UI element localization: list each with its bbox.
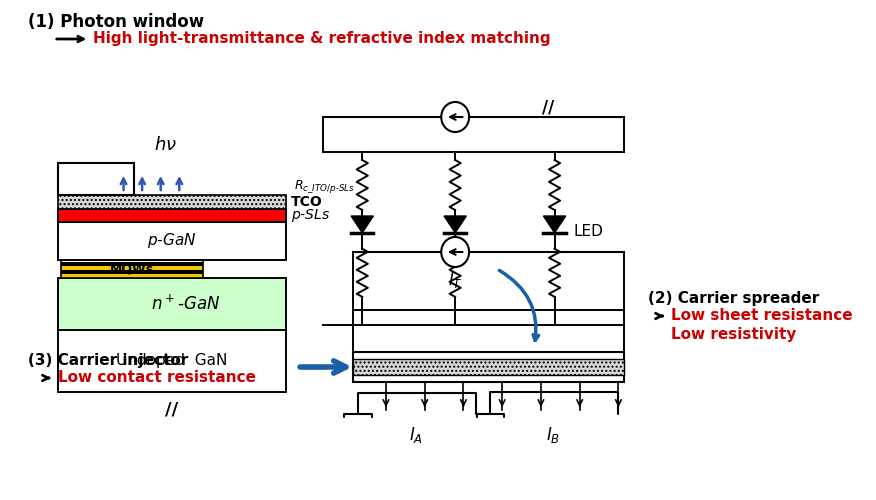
Text: (2) Carrier spreader: (2) Carrier spreader [648,290,820,306]
Bar [61,266,202,270]
Text: Undoped  GaN: Undoped GaN [117,354,228,368]
Bar [58,163,134,195]
Polygon shape [351,216,373,233]
Text: $h\nu$: $h\nu$ [154,136,177,154]
Bar [58,278,286,330]
Bar [58,330,286,392]
Text: Low contact resistance: Low contact resistance [58,370,256,386]
Text: Low resistivity: Low resistivity [671,328,796,342]
Text: $n^+$-GaN: $n^+$-GaN [152,294,221,314]
Text: High light-transmittance & refractive index matching: High light-transmittance & refractive in… [93,32,550,46]
Bar [58,222,286,260]
Polygon shape [543,216,566,233]
Text: $R_{c\_ITO/p\text{-}SLs}$: $R_{c\_ITO/p\text{-}SLs}$ [293,178,355,196]
Circle shape [442,102,470,132]
Text: (1) Photon window: (1) Photon window [28,13,204,31]
Bar [58,195,286,209]
Text: $I_B$: $I_B$ [546,425,560,445]
Text: //: // [542,98,555,116]
Text: (3) Carrier injector: (3) Carrier injector [28,352,188,368]
Circle shape [442,237,470,267]
Bar [61,270,202,274]
Bar [353,359,625,375]
Text: MQWs: MQWs [110,262,154,276]
Text: Low sheet resistance: Low sheet resistance [671,308,852,324]
Bar [58,209,286,222]
Bar [61,260,202,278]
Bar [61,262,202,266]
Text: TCO: TCO [291,195,322,209]
Text: LED: LED [573,224,603,240]
Text: $p$-GaN: $p$-GaN [147,232,196,250]
Bar [61,274,202,278]
Text: $I_A$: $I_A$ [409,425,423,445]
Text: $p$-SLs: $p$-SLs [291,208,330,224]
Bar [353,352,625,382]
Text: //: // [166,400,179,418]
Polygon shape [444,216,466,233]
Text: $I_T$: $I_T$ [448,270,463,290]
